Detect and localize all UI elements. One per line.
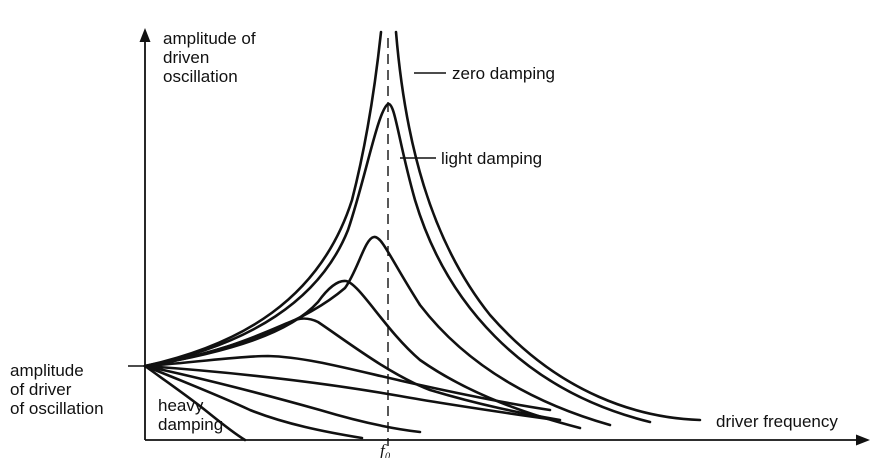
zero-damping-label: zero damping — [452, 64, 555, 83]
curve-damping-9 — [143, 364, 364, 440]
curve-damping-8 — [143, 364, 422, 434]
heavy-damping-label: heavy damping — [158, 396, 223, 434]
curve-damping-3 — [143, 235, 612, 427]
curve-damping-6 — [143, 354, 552, 412]
curve-damping-4 — [143, 279, 582, 430]
x-axis-arrow — [856, 434, 870, 446]
curve-light-damping — [143, 102, 652, 424]
x-axis-label: driver frequency — [716, 412, 838, 431]
curve-heavy-damping — [143, 364, 247, 442]
curve-damping-7 — [143, 364, 557, 422]
curve-zero-damping — [143, 30, 702, 422]
resonant-frequency-label: f₀ — [380, 441, 391, 458]
light-damping-label: light damping — [441, 149, 542, 168]
y-axis-arrow — [139, 28, 151, 42]
y-axis-label: amplitude of driven oscillation — [163, 29, 260, 86]
driver-amplitude-label: amplitude of driver of oscillation — [10, 361, 104, 418]
curve-damping-5 — [143, 317, 562, 422]
